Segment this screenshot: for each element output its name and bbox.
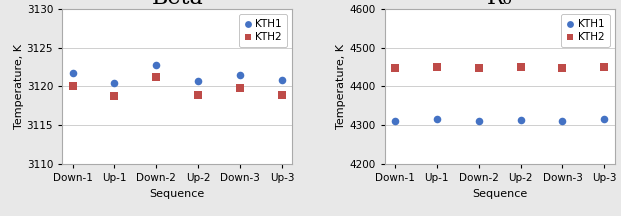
KTH1 bbox=[152, 63, 161, 66]
KTH1 bbox=[68, 71, 78, 75]
X-axis label: Sequence: Sequence bbox=[472, 189, 527, 199]
Legend: KTH1, KTH2: KTH1, KTH2 bbox=[561, 14, 610, 47]
Y-axis label: Temperature, K: Temperature, K bbox=[337, 44, 347, 129]
X-axis label: Sequence: Sequence bbox=[150, 189, 205, 199]
KTH1 bbox=[109, 81, 119, 84]
KTH1 bbox=[193, 79, 203, 83]
Title: R₀: R₀ bbox=[487, 0, 512, 9]
KTH2 bbox=[109, 94, 119, 97]
KTH2 bbox=[599, 65, 609, 69]
Y-axis label: Temperature, K: Temperature, K bbox=[14, 44, 24, 129]
KTH1 bbox=[390, 119, 400, 123]
KTH2 bbox=[474, 66, 484, 70]
KTH2 bbox=[515, 65, 525, 69]
Title: Beta: Beta bbox=[152, 0, 203, 9]
KTH2 bbox=[390, 66, 400, 70]
KTH2 bbox=[68, 85, 78, 88]
Legend: KTH1, KTH2: KTH1, KTH2 bbox=[238, 14, 287, 47]
KTH2 bbox=[193, 93, 203, 97]
KTH2 bbox=[152, 75, 161, 79]
KTH2 bbox=[277, 93, 287, 97]
KTH1 bbox=[474, 120, 484, 123]
KTH1 bbox=[277, 78, 287, 82]
KTH2 bbox=[558, 66, 568, 70]
KTH1 bbox=[515, 118, 525, 122]
KTH1 bbox=[599, 118, 609, 121]
KTH2 bbox=[235, 86, 245, 90]
KTH2 bbox=[432, 65, 442, 69]
KTH1 bbox=[558, 119, 568, 123]
KTH1 bbox=[235, 73, 245, 76]
KTH1 bbox=[432, 118, 442, 121]
